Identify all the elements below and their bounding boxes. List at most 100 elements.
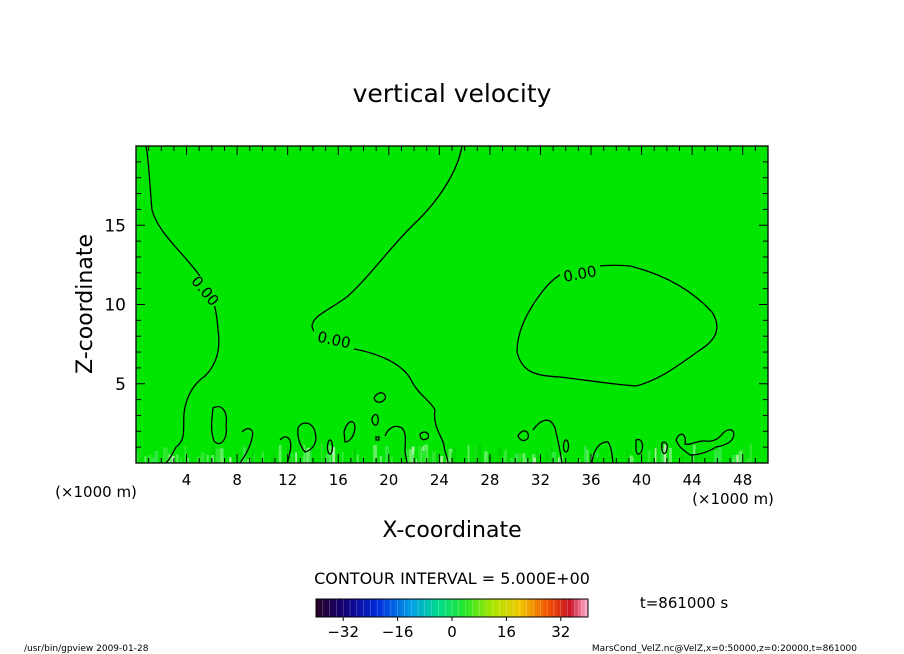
- y-tick-label: 15: [104, 216, 126, 236]
- colorbar-cell: [540, 599, 545, 617]
- noise-cell: [220, 448, 224, 463]
- colorbar-cell: [516, 599, 521, 617]
- colorbar-tick-label: −16: [382, 623, 414, 641]
- contour-small: [384, 425, 408, 464]
- x-tick-label: 36: [581, 471, 600, 489]
- colorbar-tick-label: −32: [327, 623, 359, 641]
- colorbar-cell: [455, 599, 460, 617]
- noise-cell: [547, 459, 549, 463]
- colorbar-cell: [397, 599, 402, 617]
- colorbar-cell: [438, 599, 443, 617]
- x-tick-label: 24: [430, 471, 449, 489]
- noise-cell: [165, 453, 170, 463]
- noise-cell: [288, 451, 292, 463]
- noise-cell: [504, 449, 508, 463]
- noise-cell: [473, 446, 478, 463]
- colorbar-cell: [543, 599, 548, 617]
- noise-cell: [138, 444, 142, 463]
- colorbar-cell: [496, 599, 500, 617]
- noise-cell: [151, 457, 155, 463]
- noise-cell: [713, 450, 718, 463]
- noise-cell: [735, 454, 739, 463]
- noise-cell: [732, 460, 735, 463]
- colorbar-cell: [577, 599, 582, 617]
- colorbar-cell: [384, 599, 388, 617]
- noise-cell: [527, 458, 531, 463]
- y-tick-label: 10: [104, 296, 126, 316]
- noise-cell: [497, 448, 502, 463]
- noise-cell: [251, 449, 254, 463]
- contour-small: [661, 441, 668, 455]
- surface-noise: [136, 444, 753, 464]
- x-tick-label: 12: [278, 471, 297, 489]
- noise-cell: [478, 444, 482, 463]
- noise-cell: [414, 451, 416, 463]
- noise-cell: [261, 451, 265, 463]
- x-tick-label: 44: [683, 471, 702, 489]
- noise-cell: [444, 451, 446, 463]
- colorbar-cell: [462, 599, 466, 617]
- plot-area: [136, 146, 768, 463]
- colorbar-cell: [520, 599, 524, 617]
- colorbar-cell: [574, 599, 579, 617]
- colorbar-cell: [407, 599, 412, 617]
- colorbar-cell: [435, 599, 439, 617]
- colorbar-cell: [367, 599, 371, 617]
- colorbar-cell: [350, 599, 354, 617]
- noise-cell: [749, 444, 752, 463]
- noise-cell: [551, 452, 556, 463]
- x-tick-label: 4: [182, 471, 192, 489]
- colorbar-cell: [390, 599, 395, 617]
- noise-cell: [196, 456, 201, 463]
- colorbar-cell: [343, 599, 347, 617]
- colorbar-cell: [537, 599, 541, 617]
- noise-cell: [405, 448, 410, 463]
- contour-small: [239, 427, 254, 464]
- noise-cell: [531, 454, 535, 463]
- noise-cell: [390, 456, 393, 463]
- noise-cell: [697, 450, 700, 463]
- contour-right: [516, 264, 718, 387]
- noise-cell: [303, 444, 305, 463]
- noise-cell: [596, 457, 599, 463]
- contour-label-group: 0.00 0.00 0.00: [186, 262, 600, 352]
- colorbar-cell: [479, 599, 483, 617]
- noise-cell: [718, 446, 722, 463]
- noise-cell: [695, 449, 698, 463]
- noise-cell: [229, 457, 232, 463]
- noise-cell: [184, 445, 187, 463]
- colorbar-cell: [465, 599, 470, 617]
- noise-cell: [220, 459, 224, 463]
- noise-cell: [693, 444, 696, 463]
- colorbar-cell: [326, 599, 330, 617]
- colorbar-cell: [380, 599, 385, 617]
- noise-cell: [746, 458, 751, 463]
- colorbar-cell: [336, 599, 341, 617]
- x-axis-label: X-coordinate: [382, 518, 521, 543]
- noise-cell: [200, 452, 205, 463]
- colorbar-tick-label: 32: [551, 623, 570, 641]
- colorbar-cell: [404, 599, 409, 617]
- colorbar-cell: [571, 599, 575, 617]
- colorbar: [315, 599, 589, 617]
- noise-cell: [163, 447, 168, 463]
- contour-small: [375, 436, 380, 441]
- colorbar-cell: [584, 599, 589, 617]
- contour-small: [297, 422, 317, 453]
- x-tick-label: 16: [329, 471, 348, 489]
- noise-cell: [514, 453, 519, 463]
- noise-cell: [305, 447, 310, 463]
- noise-cell: [739, 450, 743, 463]
- colorbar-ticks: −32 −16 0 16 32: [327, 617, 570, 641]
- colorbar-cell: [387, 599, 392, 617]
- noise-cell: [187, 457, 190, 463]
- colorbar-cell: [418, 599, 422, 617]
- noise-cell: [341, 451, 344, 463]
- contour-small: [210, 406, 228, 445]
- noise-cell: [647, 450, 651, 463]
- noise-cell: [488, 455, 493, 463]
- noise-cell: [583, 446, 587, 463]
- noise-cell: [379, 456, 383, 463]
- noise-cell: [422, 451, 427, 463]
